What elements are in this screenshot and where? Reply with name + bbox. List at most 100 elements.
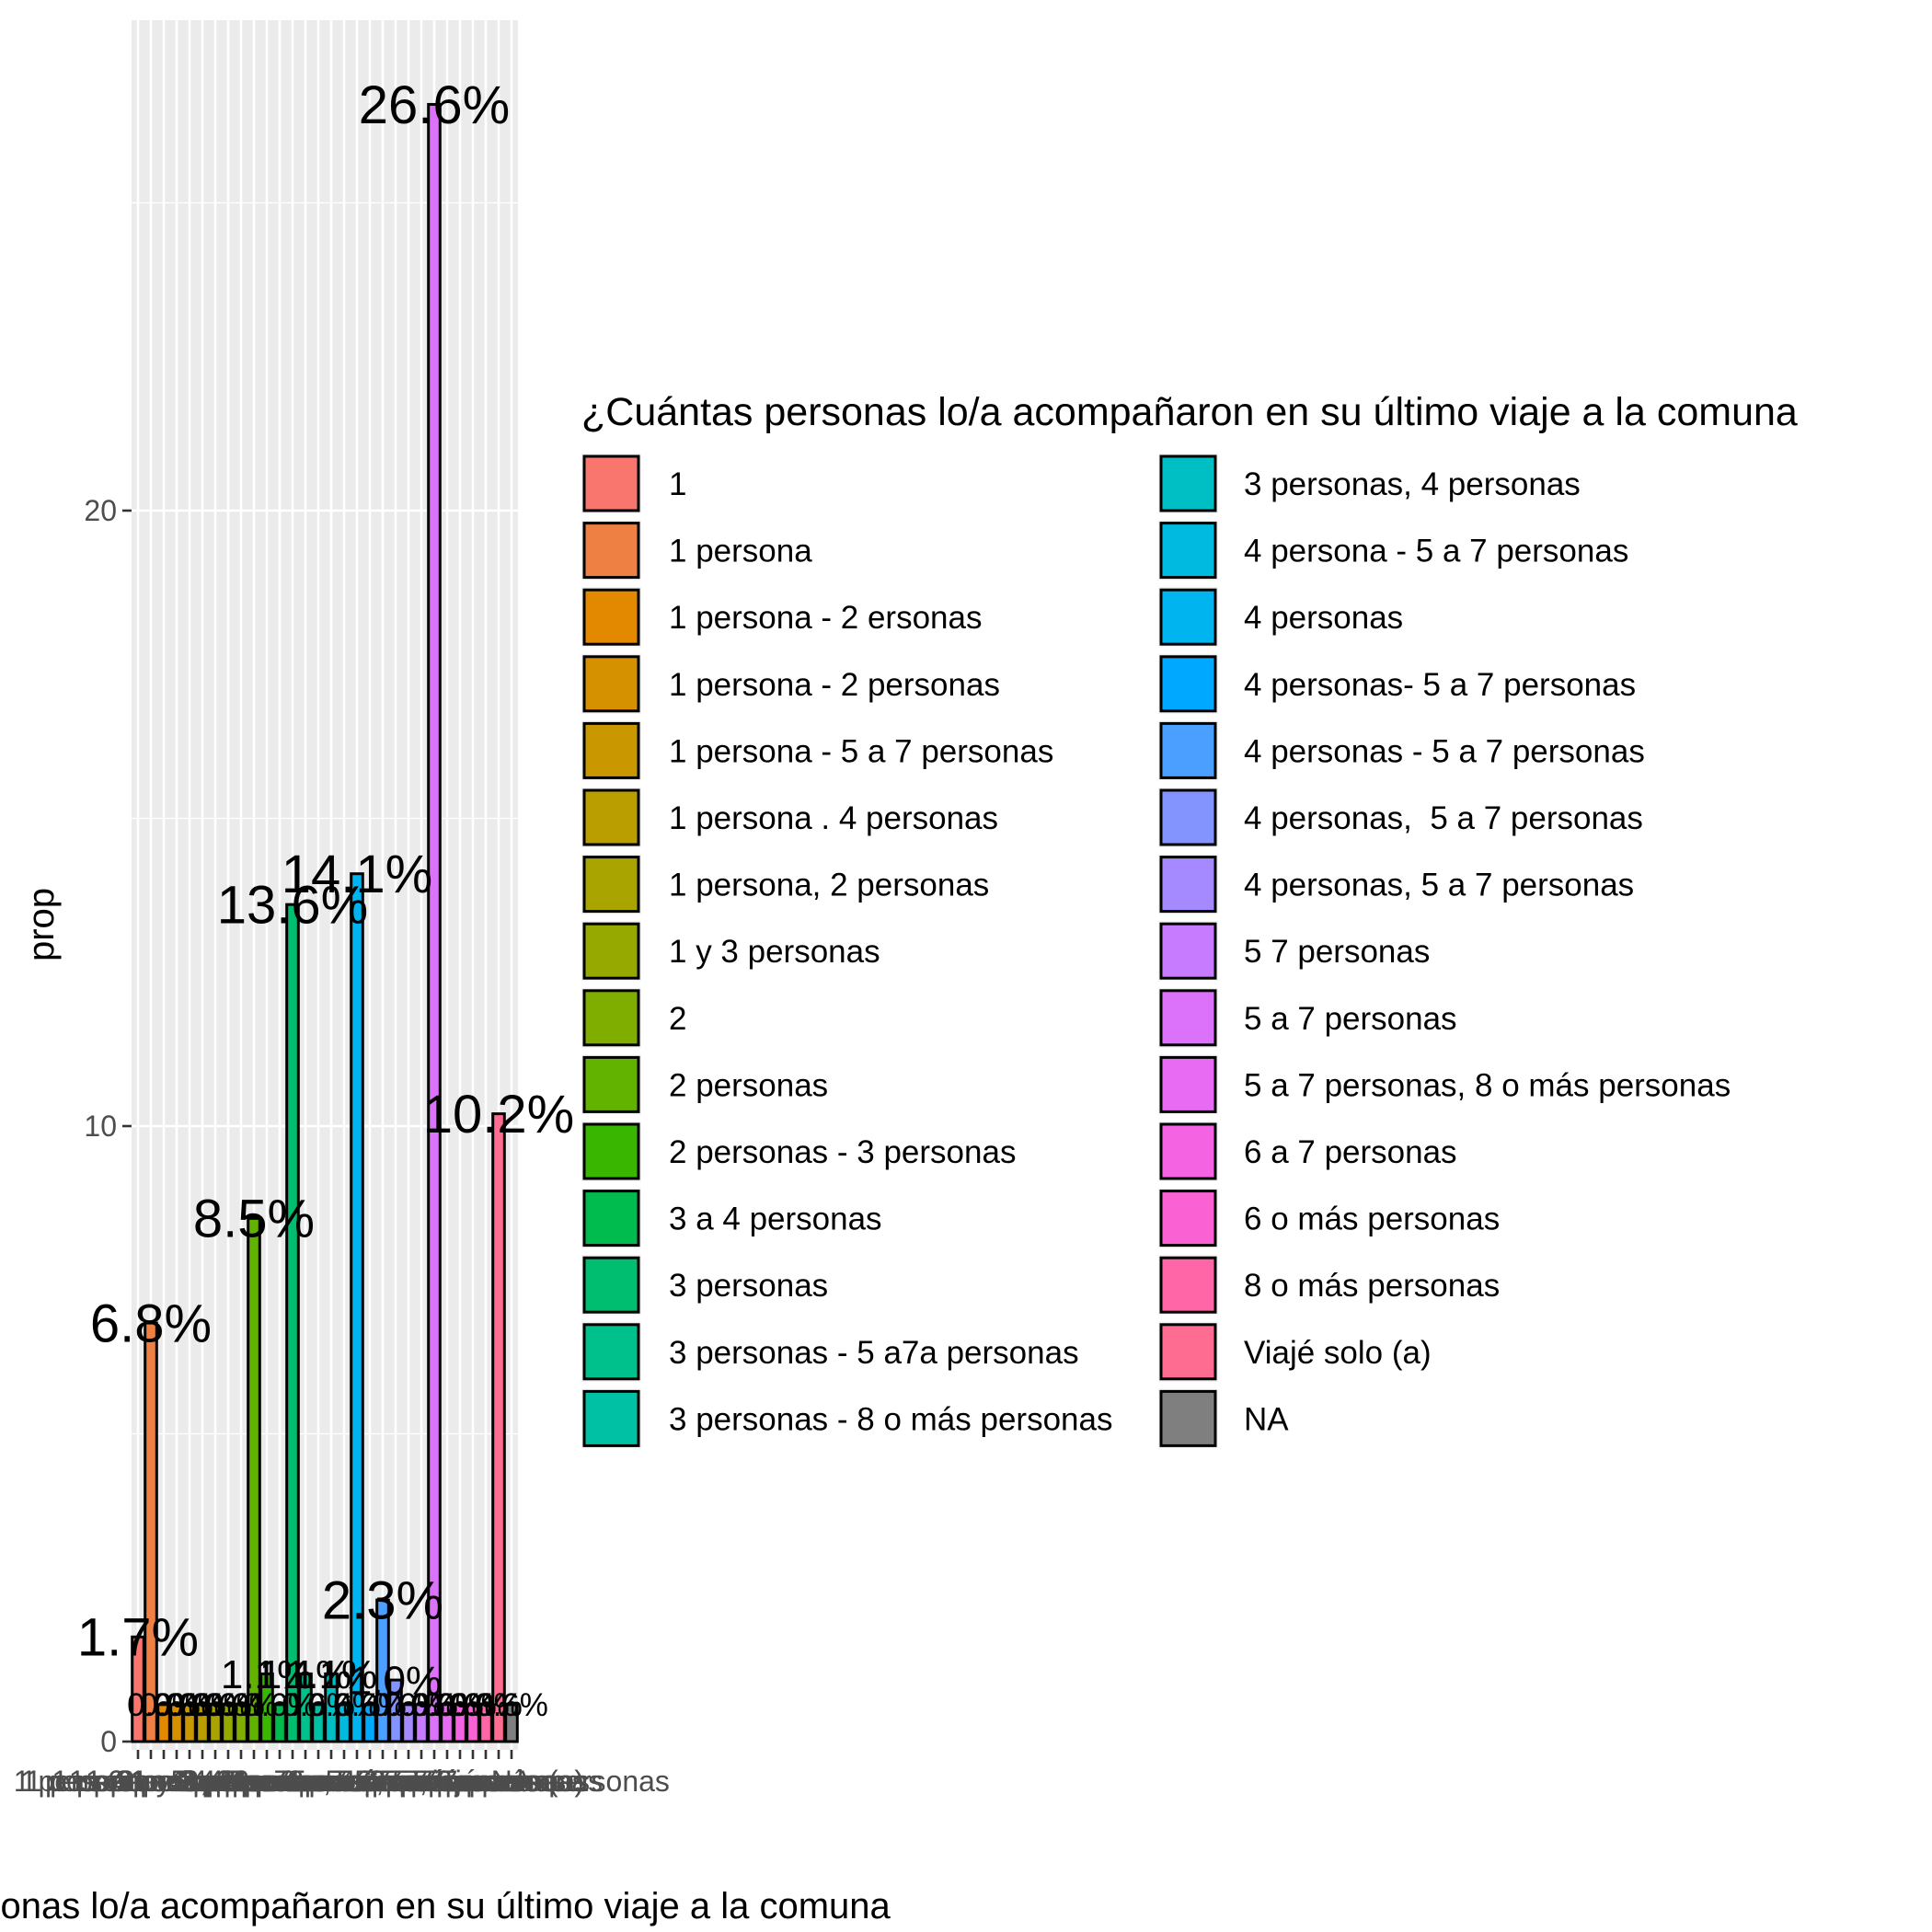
- bar: [285, 903, 300, 1743]
- legend-item: 1 persona - 2 personas: [581, 653, 1000, 714]
- legend-label: 3 a 4 personas: [669, 1202, 882, 1237]
- bar: [491, 1112, 506, 1743]
- x-tick-label: 1 persona: [86, 1765, 217, 1798]
- legend-item: 1 y 3 personas: [581, 921, 880, 982]
- legend-label: 4 persona - 5 a 7 personas: [1244, 534, 1628, 569]
- legend-item: 4 personas: [1158, 587, 1403, 648]
- legend-item: 5 a 7 personas: [1158, 987, 1457, 1048]
- legend-label: 4 personas: [1244, 600, 1403, 636]
- legend-swatch: [1159, 856, 1217, 914]
- legend-label: 1: [669, 466, 686, 502]
- legend-item: 2 personas - 3 personas: [581, 1121, 1016, 1181]
- legend-item: 5 7 personas: [1158, 921, 1430, 982]
- data-label: 0.6%: [385, 1687, 458, 1723]
- legend-label: 2 personas - 3 personas: [669, 1134, 1016, 1170]
- x-tick-label: 4 personas: [284, 1765, 430, 1798]
- x-tick-label: 1 y 3 personas: [132, 1765, 325, 1798]
- data-label: 1.1%: [285, 1652, 377, 1697]
- data-label: 0.6%: [333, 1687, 407, 1723]
- plot-panel: [132, 20, 518, 1750]
- x-tick-label: 4 personas, 5 a 7 personas: [217, 1765, 574, 1798]
- legend-item: 6 a 7 personas: [1158, 1121, 1457, 1181]
- data-label: 0.6%: [140, 1687, 213, 1723]
- legend-item: 3 personas - 5 a7a personas: [581, 1321, 1079, 1382]
- legend-label: 5 a 7 personas, 8 o más personas: [1244, 1067, 1731, 1103]
- legend-swatch: [1159, 788, 1217, 846]
- legend-item: 4 personas - 5 a 7 personas: [1158, 720, 1645, 781]
- bar: [144, 1321, 158, 1743]
- data-label: 0.6%: [127, 1687, 201, 1723]
- legend-item: 1: [581, 454, 686, 513]
- data-label: 0.6%: [423, 1687, 497, 1723]
- legend-label: 3 personas - 5 a7a personas: [669, 1335, 1079, 1371]
- legend-label: 1 persona - 2 personas: [669, 667, 1000, 703]
- legend-item: 4 personas- 5 a 7 personas: [1158, 653, 1636, 714]
- data-label: 1.0%: [350, 1659, 442, 1704]
- x-tick-label: 3 personas: [220, 1765, 365, 1798]
- y-axis: 0 10 20: [84, 494, 132, 1758]
- legend-swatch: [582, 788, 640, 846]
- bar: [247, 1216, 261, 1743]
- legend-swatch: [582, 588, 640, 646]
- legend-label: 6 o más personas: [1244, 1202, 1500, 1237]
- data-label: 1.7%: [77, 1608, 199, 1668]
- x-tick-label: 3 personas - 5 a7a personas: [118, 1765, 492, 1798]
- y-axis-title: prop: [21, 888, 62, 961]
- legend-item: 1 persona - 2 ersonas: [581, 587, 982, 648]
- y-tick-label: 20: [84, 494, 117, 527]
- y-tick-label: 10: [84, 1110, 117, 1143]
- data-label: 26.6%: [359, 75, 510, 135]
- x-tick-label: 1 persona - 2 personas: [25, 1765, 328, 1798]
- x-tick-label: 1 persona, 2 personas: [69, 1765, 362, 1798]
- data-label: 0.6%: [166, 1687, 239, 1723]
- legend-label: 3 personas, 4 personas: [1244, 466, 1581, 502]
- x-tick-label: 3 personas, 4 personas: [178, 1765, 485, 1798]
- legend-item: 3 personas - 8 o más personas: [581, 1388, 1112, 1449]
- data-label: 1.1%: [221, 1652, 313, 1697]
- legend-swatch: [1159, 1256, 1217, 1314]
- legend-label: 1 persona - 2 ersonas: [669, 600, 982, 636]
- data-label: 0.6%: [410, 1687, 484, 1723]
- x-tick-label: 6 o más personas: [356, 1765, 590, 1798]
- legend-item: 1 persona . 4 personas: [581, 788, 998, 847]
- legend-swatch: [1159, 522, 1217, 580]
- legend-label: 1 persona: [669, 534, 812, 569]
- data-label: 14.1%: [282, 845, 432, 904]
- legend-item: 2 personas: [581, 1054, 828, 1115]
- legend: 1 1 persona 1 persona - 2 ersonas 1 persona…: [581, 454, 1731, 1449]
- legend-swatch: [1159, 655, 1217, 713]
- legend-item: 3 personas, 4 personas: [1158, 454, 1581, 513]
- x-tick-label: 4 personas, 5 a 7 personas: [230, 1765, 587, 1798]
- x-tick-label: 5 a 7 personas: [337, 1765, 532, 1798]
- legend-label: 4 personas - 5 a 7 personas: [1244, 733, 1645, 769]
- x-tick-label: 8 o más personas: [369, 1765, 603, 1798]
- legend-label: 1 y 3 personas: [669, 934, 880, 970]
- legend-label: 2: [669, 1001, 686, 1037]
- x-tick-label: 1: [130, 1765, 146, 1798]
- x-tick-label: NA: [491, 1765, 533, 1798]
- legend-swatch: [582, 856, 640, 914]
- legend-item: 8 o más personas: [1158, 1255, 1500, 1316]
- data-labels: 1.7%6.8%0.6%0.6%0.6%0.6%0.6%0.6%0.6%8.5%…: [77, 75, 574, 1723]
- x-axis-title: ¿Cuántas personas lo/a acompañaron en su…: [0, 1886, 891, 1926]
- legend-swatch: [582, 1190, 640, 1248]
- data-label: 0.6%: [243, 1687, 316, 1723]
- legend-label: 3 personas - 8 o más personas: [669, 1401, 1112, 1437]
- data-label: 0.6%: [475, 1687, 548, 1723]
- legend-swatch: [582, 1122, 640, 1180]
- legend-swatch: [1159, 922, 1217, 980]
- legend-swatch: [582, 1389, 640, 1447]
- x-tick-label: 5 a 7 personas, 8 o más personas: [224, 1765, 670, 1798]
- x-tick-label: 4 persona - 5 a 7 personas: [168, 1765, 520, 1798]
- legend-swatch: [582, 721, 640, 779]
- legend-swatch: [582, 454, 640, 512]
- x-tick-label: Viajé solo (a): [413, 1765, 584, 1798]
- legend-label: 3 personas: [669, 1268, 828, 1304]
- x-tick-label: 1 persona . 4 personas: [52, 1765, 352, 1798]
- x-tick-label: 1 persona - 5 a 7 personas: [14, 1765, 365, 1798]
- x-tick-label: 3 personas - 8 o más personas: [115, 1765, 521, 1798]
- legend-label: 6 a 7 personas: [1244, 1134, 1457, 1170]
- legend-item: 3 a 4 personas: [581, 1188, 882, 1248]
- legend-label: NA: [1244, 1401, 1289, 1437]
